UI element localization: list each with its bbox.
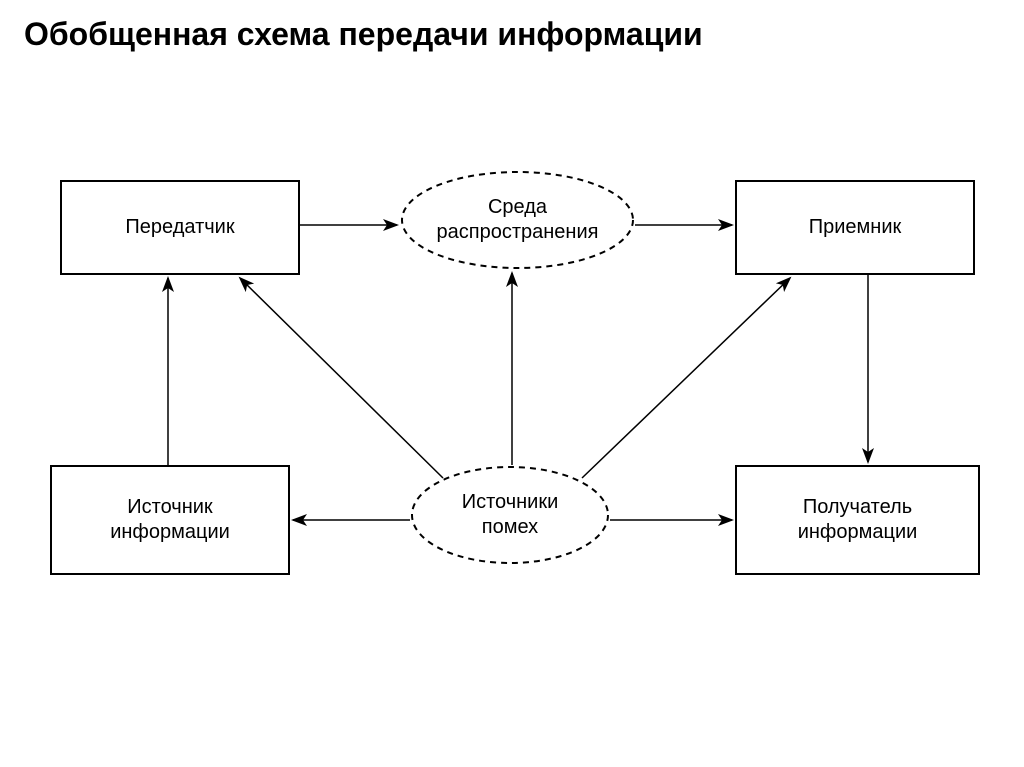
node-transmitter: Передатчик <box>60 180 300 275</box>
node-label: Источникипомех <box>462 490 559 540</box>
node-noise: Источникипомех <box>410 465 610 565</box>
page-title: Обобщенная схема передачи информации <box>24 16 703 53</box>
node-medium: Средараспространения <box>400 170 635 270</box>
node-receiver: Приемник <box>735 180 975 275</box>
node-label: Получательинформации <box>798 495 918 545</box>
node-label: Передатчик <box>125 215 234 240</box>
node-label: Приемник <box>809 215 902 240</box>
diagram-canvas: Обобщенная схема передачи информации Пер… <box>0 0 1024 767</box>
node-label: Средараспространения <box>437 195 599 245</box>
diagram-edges <box>0 0 1024 767</box>
node-source: Источникинформации <box>50 465 290 575</box>
node-recipient: Получательинформации <box>735 465 980 575</box>
node-label: Источникинформации <box>110 495 230 545</box>
edge-noise-to-transmitter <box>240 278 443 478</box>
edge-noise-to-receiver <box>582 278 790 478</box>
